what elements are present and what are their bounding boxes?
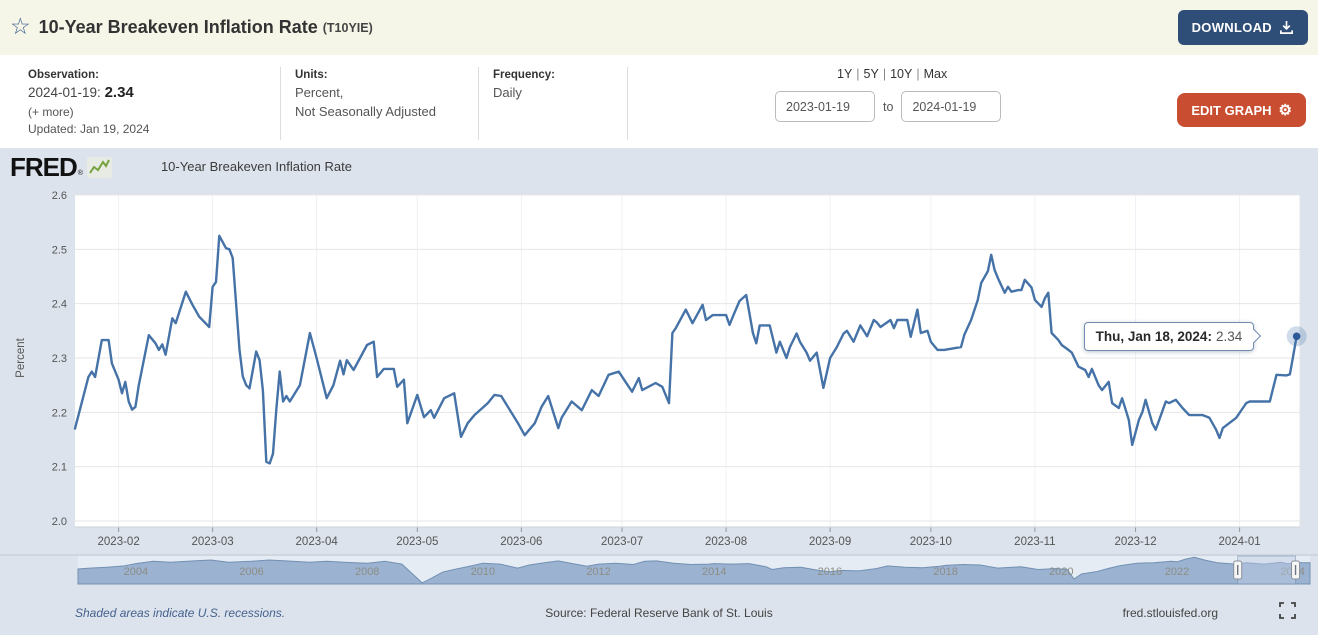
controls-bar: Observation: 2024-01-19: 2.34 (+ more) U… (0, 55, 1318, 148)
edit-graph-button[interactable]: EDIT GRAPH ⚙ (1177, 93, 1306, 127)
legend-label: 10-Year Breakeven Inflation Rate (160, 159, 352, 174)
svg-text:2023-05: 2023-05 (396, 536, 438, 548)
svg-text:2023-08: 2023-08 (705, 536, 747, 548)
navigator-handle-right[interactable] (1291, 560, 1301, 580)
svg-text:2006: 2006 (239, 566, 263, 578)
svg-text:2023-09: 2023-09 (809, 536, 851, 548)
recessions-note: Shaded areas indicate U.S. recessions. (75, 606, 286, 620)
zoom-links: 1Y | 5Y | 10Y | Max (837, 67, 948, 81)
series-header: ☆ 10-Year Breakeven Inflation Rate (T10Y… (0, 0, 1318, 55)
svg-text:2.6: 2.6 (52, 190, 67, 202)
gear-icon: ⚙ (1278, 102, 1292, 119)
download-button[interactable]: DOWNLOAD (1177, 10, 1308, 45)
svg-text:2.5: 2.5 (52, 244, 67, 256)
page-title: 10-Year Breakeven Inflation Rate (38, 17, 318, 37)
svg-text:2023-07: 2023-07 (601, 536, 643, 548)
registered-mark: ® (77, 169, 83, 177)
observation-label: Observation: (28, 69, 99, 81)
site-link[interactable]: fred.stlouisfed.org (1122, 606, 1218, 620)
svg-text:2.3: 2.3 (52, 353, 67, 365)
svg-text:2.0: 2.0 (52, 516, 67, 528)
range-link-10y[interactable]: 10Y (890, 67, 913, 81)
chart-legend: 10-Year Breakeven Inflation Rate (134, 159, 352, 174)
tooltip-value: 2.34 (1215, 328, 1243, 344)
navigator-handle-left[interactable] (1233, 560, 1243, 580)
navigator-selection[interactable] (1237, 555, 1297, 585)
svg-text:2.2: 2.2 (52, 407, 67, 419)
observation-line: 2024-01-19: 2.34 (28, 84, 134, 101)
fred-logo[interactable]: FRED ® (10, 154, 112, 180)
chart-area: 2023-02 2023-03 2023-04 2023-05 2023-06 2023-… (0, 185, 1318, 552)
legend-line-swatch (134, 165, 153, 168)
main-chart[interactable]: 2023-02 2023-03 2023-04 2023-05 2023-06 2023-… (0, 185, 1318, 552)
fullscreen-icon[interactable] (1279, 602, 1296, 622)
svg-text:2.1: 2.1 (52, 462, 67, 474)
svg-text:2023-04: 2023-04 (296, 536, 339, 548)
units-value-2: Not Seasonally Adjusted (295, 103, 436, 119)
column-divider (627, 67, 628, 140)
svg-text:2018: 2018 (933, 566, 957, 578)
svg-text:2008: 2008 (355, 566, 379, 578)
tooltip-date: Thu, Jan 18, 2024: (1095, 328, 1212, 344)
svg-text:2023-06: 2023-06 (500, 536, 542, 548)
range-link-max[interactable]: Max (923, 67, 948, 81)
series-id: (T10YIE) (322, 20, 373, 35)
svg-text:2023-03: 2023-03 (191, 536, 233, 548)
svg-text:2012: 2012 (586, 566, 610, 578)
frequency-value: Daily (493, 85, 522, 100)
svg-text:2022: 2022 (1165, 566, 1189, 578)
navigator-area (77, 556, 1311, 585)
last-point-marker (1292, 332, 1301, 341)
date-to-input[interactable] (901, 91, 1002, 122)
svg-text:2004: 2004 (124, 566, 148, 578)
column-divider (280, 67, 281, 140)
svg-text:2.4: 2.4 (52, 299, 67, 311)
svg-text:2023-02: 2023-02 (98, 536, 140, 548)
updated-text: Updated: Jan 19, 2024 (28, 122, 150, 136)
units-block: Units: Percent, Not Seasonally Adjusted (281, 65, 478, 148)
chart-footer: Shaded areas indicate U.S. recessions. S… (0, 593, 1318, 635)
svg-text:2010: 2010 (471, 566, 495, 578)
range-navigator[interactable]: 2004 2006 2008 2010 2012 2014 2016 2018 2020 2022… (0, 552, 1318, 588)
favorite-star-icon[interactable]: ☆ (10, 13, 31, 39)
observation-value: 2.34 (104, 84, 134, 101)
range-controls: 1Y|5Y|10Y|Max to (775, 65, 1002, 148)
svg-text:2023-12: 2023-12 (1114, 536, 1156, 548)
range-link-1y[interactable]: 1Y (837, 67, 853, 81)
series-line (73, 234, 1298, 465)
range-link-5y[interactable]: 5Y (863, 67, 879, 81)
column-divider (478, 67, 479, 140)
source-link[interactable]: Source: Federal Reserve Bank of St. Loui… (545, 606, 773, 620)
svg-text:2023-11: 2023-11 (1014, 536, 1055, 548)
date-from-input[interactable] (775, 91, 875, 122)
brand-row: FRED ® 10-Year Breakeven Inflation Rate (0, 148, 1318, 185)
units-value-1: Percent, (295, 85, 344, 100)
graph-panel: FRED ® 10-Year Breakeven Inflation Rate … (0, 148, 1318, 635)
date-range: to (775, 91, 1002, 122)
download-icon (1280, 20, 1293, 34)
svg-text:2014: 2014 (702, 566, 726, 578)
more-link[interactable]: (+ more) (28, 105, 74, 119)
svg-text:2016: 2016 (818, 566, 842, 578)
y-axis-title: Percent (15, 337, 27, 377)
fred-logo-chart-icon (86, 156, 112, 178)
frequency-block: Frequency: Daily (479, 65, 627, 148)
svg-text:2024-01: 2024-01 (1218, 536, 1260, 548)
to-label: to (883, 99, 894, 114)
svg-text:2020: 2020 (1049, 566, 1073, 578)
svg-text:2023-10: 2023-10 (910, 536, 952, 548)
tooltip: Thu, Jan 18, 2024: 2.34 (1083, 321, 1262, 351)
observation-block: Observation: 2024-01-19: 2.34 (+ more) U… (28, 65, 280, 148)
